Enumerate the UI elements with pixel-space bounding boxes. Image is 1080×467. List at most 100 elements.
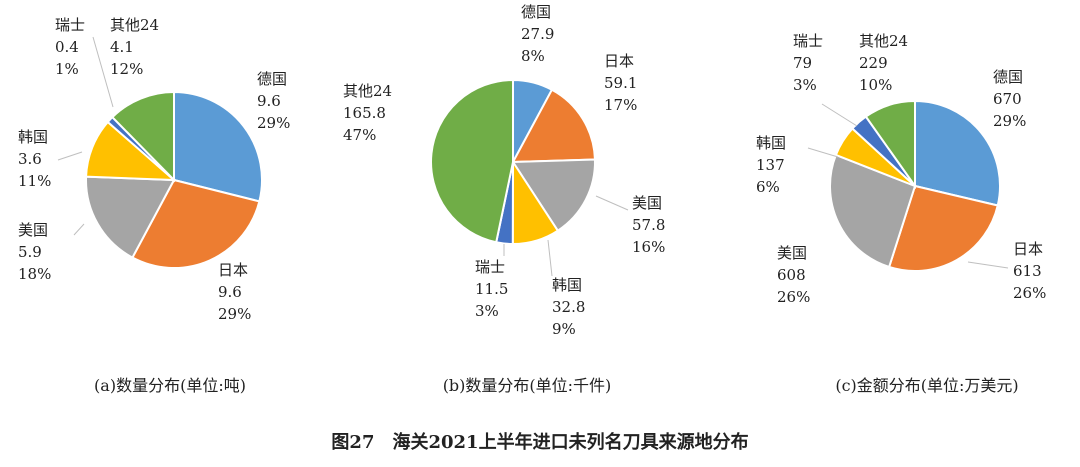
slice-name: 德国 — [993, 68, 1023, 86]
leader-line — [821, 103, 858, 127]
pie-chart-1: 德国 9.6 29% 日本 9.6 29% 美国 5.9 18% 韩国 3.6 11% 瑞士 0.4 1% 其… — [18, 16, 290, 395]
pie-chart-3: 德国 670 29% 日本 613 26% 美国 608 26% 韩国 137 6% 瑞士 79 3% 其他2… — [756, 32, 1046, 395]
slice-label: 美国 5.9 18% — [18, 221, 51, 283]
leader-line — [547, 239, 553, 277]
figure-title: 图27 海关2021上半年进口未列名刀具来源地分布 — [331, 431, 748, 453]
leader-line — [73, 223, 85, 236]
slice-pct: 16% — [632, 238, 665, 256]
slice-pct: 18% — [18, 265, 51, 283]
leader-line — [57, 151, 83, 161]
slice-pct: 12% — [110, 60, 143, 78]
slice-pct: 17% — [604, 96, 637, 114]
slice-label: 韩国 32.8 9% — [552, 276, 585, 338]
slice-value: 9.6 — [218, 283, 242, 301]
slice-label: 瑞士 0.4 1% — [55, 16, 85, 78]
leader-line — [807, 147, 839, 158]
slice-name: 其他24 — [859, 32, 908, 50]
chart-caption: (b)数量分布(单位:千件) — [443, 376, 612, 395]
slice-pct: 9% — [552, 320, 576, 338]
slice-label: 德国 27.9 8% — [521, 3, 554, 65]
slice-pct: 29% — [257, 114, 290, 132]
slice-value: 229 — [859, 54, 888, 72]
slice-name: 日本 — [218, 261, 248, 279]
slice-pct: 26% — [1013, 284, 1046, 302]
leader-line — [92, 36, 114, 108]
pie-slice — [173, 90, 263, 203]
slice-value: 27.9 — [521, 25, 554, 43]
slice-name: 其他24 — [110, 16, 159, 34]
slice-value: 57.8 — [632, 216, 665, 234]
pie-slice — [864, 99, 916, 190]
slice-pct: 11% — [18, 172, 51, 190]
slice-value: 79 — [793, 54, 812, 72]
slice-value: 165.8 — [343, 104, 386, 122]
slice-label: 美国 608 26% — [777, 244, 810, 306]
slice-label: 德国 670 29% — [993, 68, 1026, 130]
slice-label: 瑞士 11.5 3% — [475, 258, 508, 320]
slice-label: 美国 57.8 16% — [632, 194, 665, 256]
pie-charts: 德国 9.6 29% 日本 9.6 29% 美国 5.9 18% 韩国 3.6 11% 瑞士 0.4 1% 其… — [18, 3, 1046, 395]
slice-value: 3.6 — [18, 150, 42, 168]
slice-name: 瑞士 — [793, 32, 823, 50]
slice-pct: 3% — [793, 76, 817, 94]
pie-slice — [887, 184, 999, 272]
pie-slice — [829, 153, 917, 269]
slice-label: 其他24 165.8 47% — [343, 82, 392, 144]
chart-caption: (c)金额分布(单位:万美元) — [835, 376, 1018, 395]
slice-name: 韩国 — [756, 134, 786, 152]
pie-slice — [430, 78, 514, 244]
slice-name: 瑞士 — [55, 16, 85, 34]
slice-pct: 8% — [521, 47, 545, 65]
slice-name: 韩国 — [18, 128, 48, 146]
leader-line — [967, 261, 1009, 269]
pie-slice — [511, 88, 596, 164]
slice-label: 日本 613 26% — [1013, 240, 1046, 302]
slice-name: 日本 — [604, 52, 634, 70]
slice-name: 德国 — [521, 3, 551, 21]
leader-line — [595, 195, 629, 211]
slice-label: 日本 9.6 29% — [218, 261, 251, 323]
slice-name: 美国 — [777, 244, 807, 262]
slice-value: 0.4 — [55, 38, 79, 56]
slice-pct: 26% — [777, 288, 810, 306]
pie-slice — [914, 99, 1001, 207]
slice-value: 613 — [1013, 262, 1042, 280]
slice-value: 4.1 — [110, 38, 134, 56]
slice-label: 其他24 4.1 12% — [110, 16, 159, 78]
slice-label: 韩国 3.6 11% — [18, 128, 51, 190]
slice-pct: 29% — [993, 112, 1026, 130]
slice-name: 瑞士 — [475, 258, 505, 276]
slice-name: 韩国 — [552, 276, 582, 294]
slice-value: 32.8 — [552, 298, 585, 316]
slice-pct: 1% — [55, 60, 79, 78]
slice-value: 137 — [756, 156, 785, 174]
pie-slice — [511, 158, 596, 233]
slice-label: 日本 59.1 17% — [604, 52, 637, 114]
slice-label: 韩国 137 6% — [756, 134, 786, 196]
slice-name: 日本 — [1013, 240, 1043, 258]
slice-value: 608 — [777, 266, 806, 284]
slice-value: 59.1 — [604, 74, 637, 92]
slice-pct: 47% — [343, 126, 376, 144]
slice-label: 其他24 229 10% — [859, 32, 908, 94]
slice-name: 美国 — [18, 221, 48, 239]
slice-value: 9.6 — [257, 92, 281, 110]
slice-pct: 3% — [475, 302, 499, 320]
slice-pct: 6% — [756, 178, 780, 196]
slice-pct: 29% — [218, 305, 251, 323]
slice-value: 11.5 — [475, 280, 508, 298]
slice-value: 5.9 — [18, 243, 42, 261]
slice-name: 德国 — [257, 70, 287, 88]
slice-name: 其他24 — [343, 82, 392, 100]
pie-chart-2: 德国 27.9 8% 日本 59.1 17% 美国 57.8 16% 韩国 32.8 9% 瑞士 11.5… — [343, 3, 665, 395]
slice-value: 670 — [993, 90, 1022, 108]
pie-slice — [85, 175, 176, 259]
slice-name: 美国 — [632, 194, 662, 212]
chart-caption: (a)数量分布(单位:吨) — [94, 376, 246, 395]
slice-label: 瑞士 79 3% — [793, 32, 823, 94]
slice-label: 德国 9.6 29% — [257, 70, 290, 132]
pie-slice — [131, 178, 261, 269]
slice-pct: 10% — [859, 76, 892, 94]
pie-slice — [110, 90, 175, 183]
